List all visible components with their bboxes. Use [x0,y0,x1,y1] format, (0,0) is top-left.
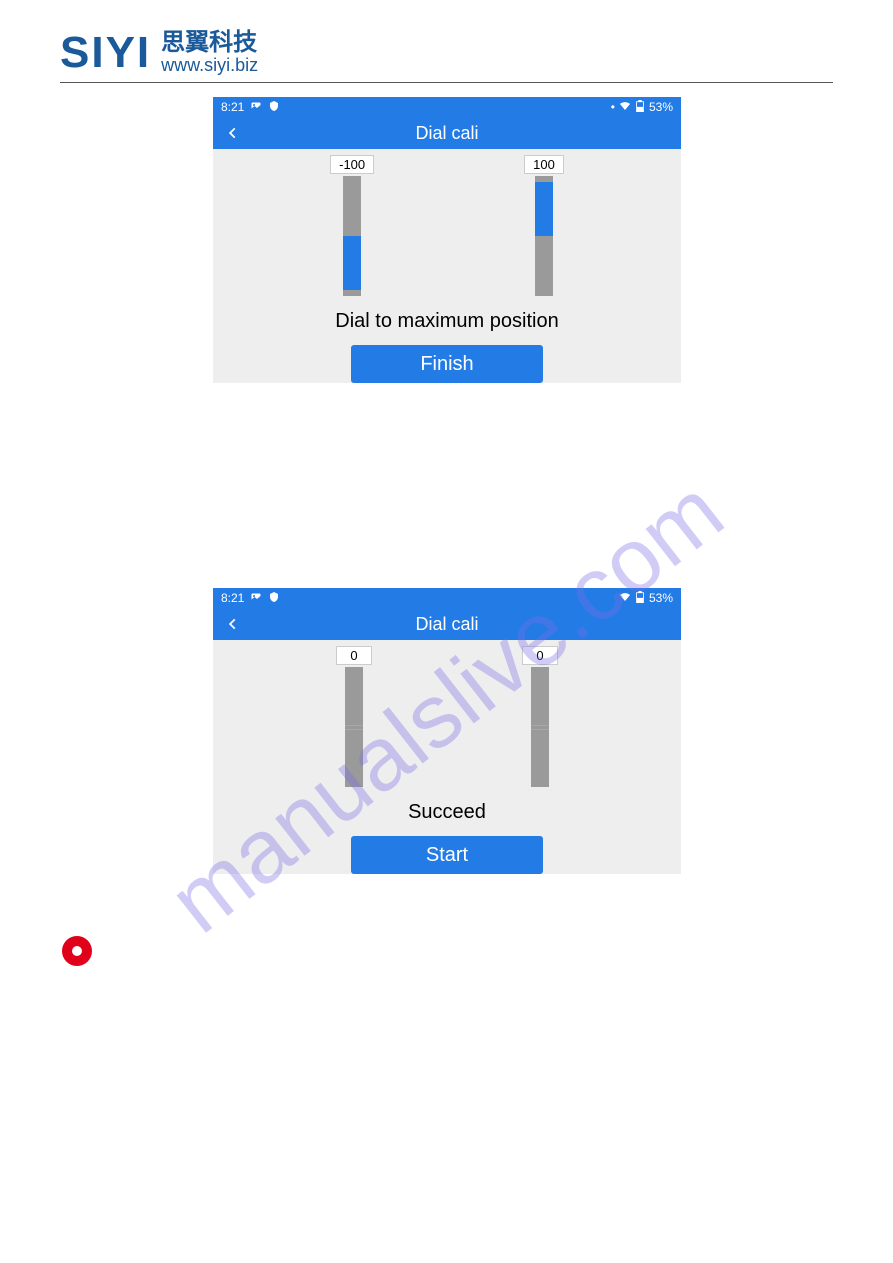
dial-indicators: 0 0 [213,640,681,787]
dial-indicators: -100 100 [213,149,681,296]
status-time: 8:21 [221,100,244,114]
screen-title: Dial cali [213,123,681,144]
dial-right-line-top [531,725,549,726]
screenshot-dial-max: 8:21 • 53% Dial cali -100 [213,97,681,383]
android-status-bar: 8:21 • 53% [213,97,681,117]
image-icon [250,591,262,606]
dial-left: -100 [330,155,374,296]
dial-right-line-bot [531,729,549,730]
image-icon [250,100,262,115]
page-header: SIYI 思翼科技 www.siyi.biz [60,30,833,83]
instruction-text: Succeed [213,801,681,824]
back-button[interactable] [213,608,253,640]
finish-button[interactable]: Finish [351,345,543,383]
dial-right: 0 [522,646,558,787]
dial-left-bar [345,667,363,787]
siyi-logo: SIYI [60,31,151,75]
battery-percent: 53% [649,100,673,114]
signal-dot-icon: • [611,100,615,114]
android-status-bar: 8:21 53% [213,588,681,608]
screenshot-dial-succeed: 8:21 53% Dial cali 0 [213,588,681,874]
siyi-brand-text: 思翼科技 www.siyi.biz [161,30,258,76]
shield-icon [268,100,280,115]
battery-icon [635,100,645,115]
back-button[interactable] [213,117,253,149]
dial-left-line-bot [345,729,363,730]
dial-right-fill [535,182,553,236]
app-title-bar: Dial cali [213,608,681,640]
dial-left: 0 [336,646,372,787]
dial-left-line-top [345,725,363,726]
dial-left-bar [343,176,361,296]
siyi-cn-text: 思翼科技 [161,30,258,56]
dial-left-fill [343,236,361,290]
shield-icon [268,591,280,606]
dial-right-value: 100 [524,155,564,174]
app-title-bar: Dial cali [213,117,681,149]
dial-right-bar [535,176,553,296]
dial-left-value: -100 [330,155,374,174]
instruction-text: Dial to maximum position [213,310,681,333]
start-button[interactable]: Start [351,836,543,874]
dial-right-value: 0 [522,646,558,665]
battery-percent: 53% [649,591,673,605]
screen-title: Dial cali [213,614,681,635]
status-time: 8:21 [221,591,244,605]
wifi-icon [619,591,631,606]
siyi-url-text: www.siyi.biz [161,56,258,76]
dial-left-value: 0 [336,646,372,665]
record-dot-icon [62,936,92,966]
wifi-icon [619,100,631,115]
battery-icon [635,591,645,606]
dial-right: 100 [524,155,564,296]
dial-right-bar [531,667,549,787]
